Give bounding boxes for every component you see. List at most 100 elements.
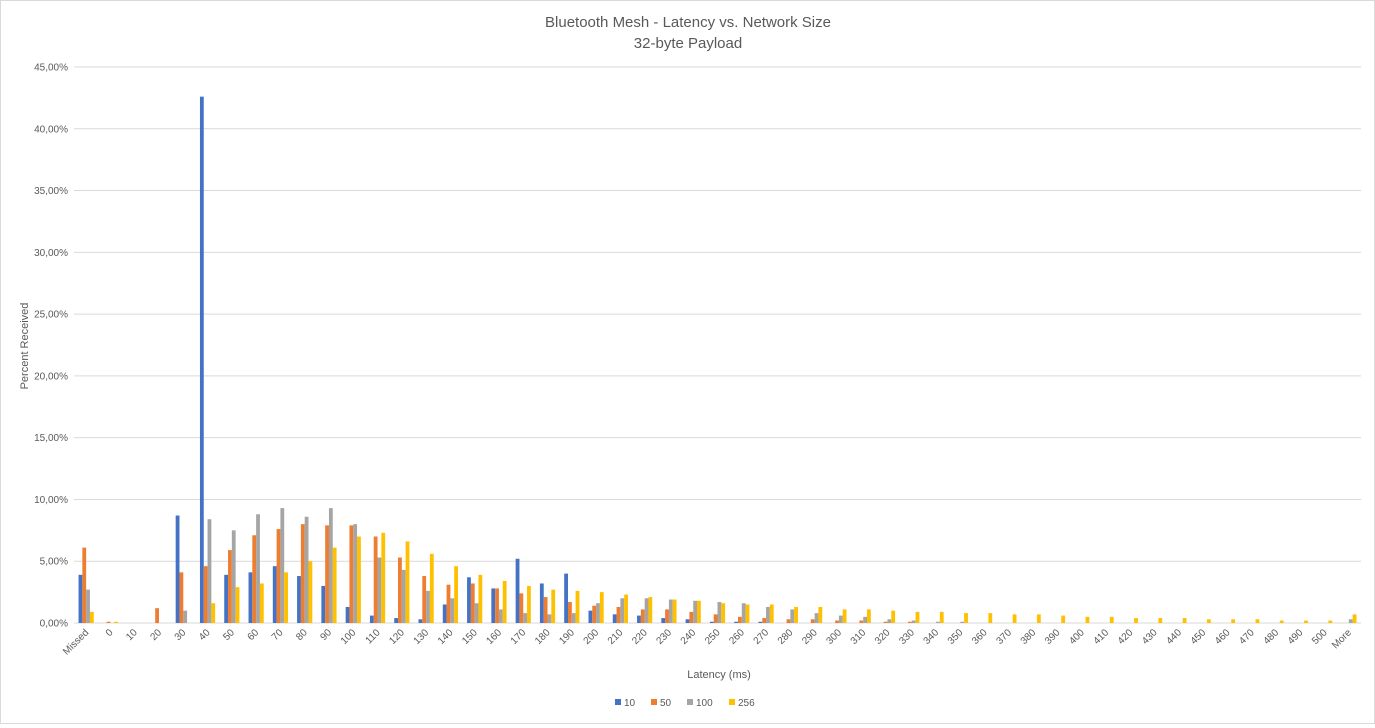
bar-series-256 — [988, 613, 993, 623]
bar-series-100 — [183, 610, 188, 623]
x-tick-label: 40 — [197, 627, 213, 643]
y-tick-label: 30,00% — [34, 248, 68, 259]
bar-series-100 — [231, 530, 236, 623]
bar-series-10 — [321, 585, 326, 623]
bar-series-256 — [429, 553, 434, 623]
legend: 10 50 100 256 — [615, 698, 755, 709]
bar-series-10 — [734, 621, 738, 623]
x-tick-label: 280 — [776, 627, 796, 647]
bar-series-256 — [891, 610, 896, 623]
bar-series-50 — [665, 609, 669, 623]
bar-series-100 — [474, 603, 479, 623]
legend-swatch-256 — [729, 699, 735, 705]
legend-swatch-10 — [615, 699, 621, 705]
bar-series-50 — [82, 547, 87, 623]
bar-series-100 — [377, 557, 382, 623]
bar-series-100 — [280, 508, 285, 623]
bar-series-50 — [155, 608, 159, 623]
bar-series-100 — [353, 524, 358, 623]
bar-series-256 — [114, 621, 119, 623]
bar-series-50 — [810, 619, 815, 623]
bar-series-256 — [1328, 620, 1333, 623]
y-tick-label: 20,00% — [34, 371, 68, 382]
x-tick-label: 500 — [1310, 627, 1330, 647]
bar-series-50 — [835, 620, 839, 623]
bar-series-256 — [1231, 619, 1236, 623]
y-axis-label: Percent Received — [19, 303, 31, 390]
y-tick-label: 15,00% — [34, 433, 68, 444]
bar-series-50 — [883, 621, 888, 623]
legend-swatch-100 — [687, 699, 693, 705]
bar-series-256 — [1134, 618, 1138, 623]
bar-series-256 — [866, 609, 871, 623]
bar-series-10 — [175, 515, 180, 623]
x-tick-label: 360 — [970, 627, 990, 647]
bar-series-10 — [369, 615, 374, 623]
x-tick-label: 200 — [582, 627, 602, 647]
bar-series-100 — [256, 514, 260, 623]
bar-series-256 — [964, 613, 968, 623]
bar-series-100 — [863, 616, 867, 623]
y-tick-label: 0,00% — [40, 619, 68, 630]
bar-series-100 — [887, 619, 892, 623]
bar-series-256 — [769, 604, 774, 623]
bar-series-50 — [470, 583, 475, 623]
bar-series-256 — [915, 611, 920, 623]
bar-series-256 — [381, 532, 386, 623]
bar-series-256 — [332, 547, 337, 623]
x-tick-label: 170 — [509, 627, 529, 647]
x-tick-label: 120 — [387, 627, 407, 647]
bar-series-50 — [568, 601, 572, 623]
bar-series-256 — [1158, 618, 1163, 623]
x-axis-ticks: Missed 0 10 20 30 40 50 60 70 80 90 100 110 120 130 140… — [61, 627, 1354, 657]
bar-series-10 — [394, 618, 399, 623]
bar-series-100 — [620, 598, 625, 623]
bar-series-256 — [235, 587, 240, 623]
bar-series-50 — [737, 616, 742, 623]
bar-series-256 — [1304, 620, 1308, 623]
y-tick-label: 5,00% — [40, 557, 68, 568]
bar-series-10 — [248, 572, 253, 623]
x-tick-label: 70 — [270, 627, 286, 643]
x-tick-label: Missed — [61, 627, 91, 657]
bar-series-256 — [1036, 614, 1041, 623]
bar-series-50 — [325, 525, 329, 623]
x-tick-label: 240 — [679, 627, 699, 647]
legend-label-256: 256 — [738, 698, 755, 709]
x-tick-label: 80 — [294, 627, 310, 643]
x-tick-label: 30 — [173, 627, 189, 643]
bar-series-256 — [211, 603, 216, 623]
bar-series-50 — [713, 614, 718, 623]
bar-series-256 — [527, 585, 531, 623]
x-tick-label: 220 — [630, 627, 650, 647]
x-axis-label: Latency (ms) — [687, 669, 751, 681]
bar-series-100 — [960, 621, 965, 623]
bar-series-100 — [693, 600, 698, 623]
x-tick-label: 140 — [436, 627, 456, 647]
bar-series-10 — [515, 558, 520, 623]
bar-series-50 — [106, 621, 111, 623]
x-tick-label: More — [1330, 627, 1354, 651]
bar-series-100 — [741, 603, 746, 623]
legend-label-10: 10 — [624, 698, 636, 709]
x-tick-label: 470 — [1237, 627, 1257, 647]
x-tick-label: 210 — [606, 627, 626, 647]
x-tick-label: 350 — [946, 627, 966, 647]
x-tick-label: 480 — [1262, 627, 1282, 647]
bar-series-256 — [551, 589, 556, 623]
bar-series-256 — [1206, 619, 1211, 623]
bar-series-256 — [1255, 619, 1260, 623]
bar-series-50 — [228, 550, 232, 623]
bar-series-10 — [709, 621, 714, 623]
bar-series-100 — [911, 620, 916, 623]
bar-series-10 — [612, 614, 617, 623]
bar-series-100 — [766, 606, 770, 623]
bar-series-256 — [1182, 618, 1187, 623]
bar-series-100 — [498, 609, 503, 623]
y-tick-label: 40,00% — [34, 124, 68, 135]
bar-series-256 — [308, 561, 313, 623]
x-tick-label: 160 — [484, 627, 504, 647]
bar-series-256 — [357, 536, 361, 623]
bar-series-50 — [300, 524, 305, 623]
